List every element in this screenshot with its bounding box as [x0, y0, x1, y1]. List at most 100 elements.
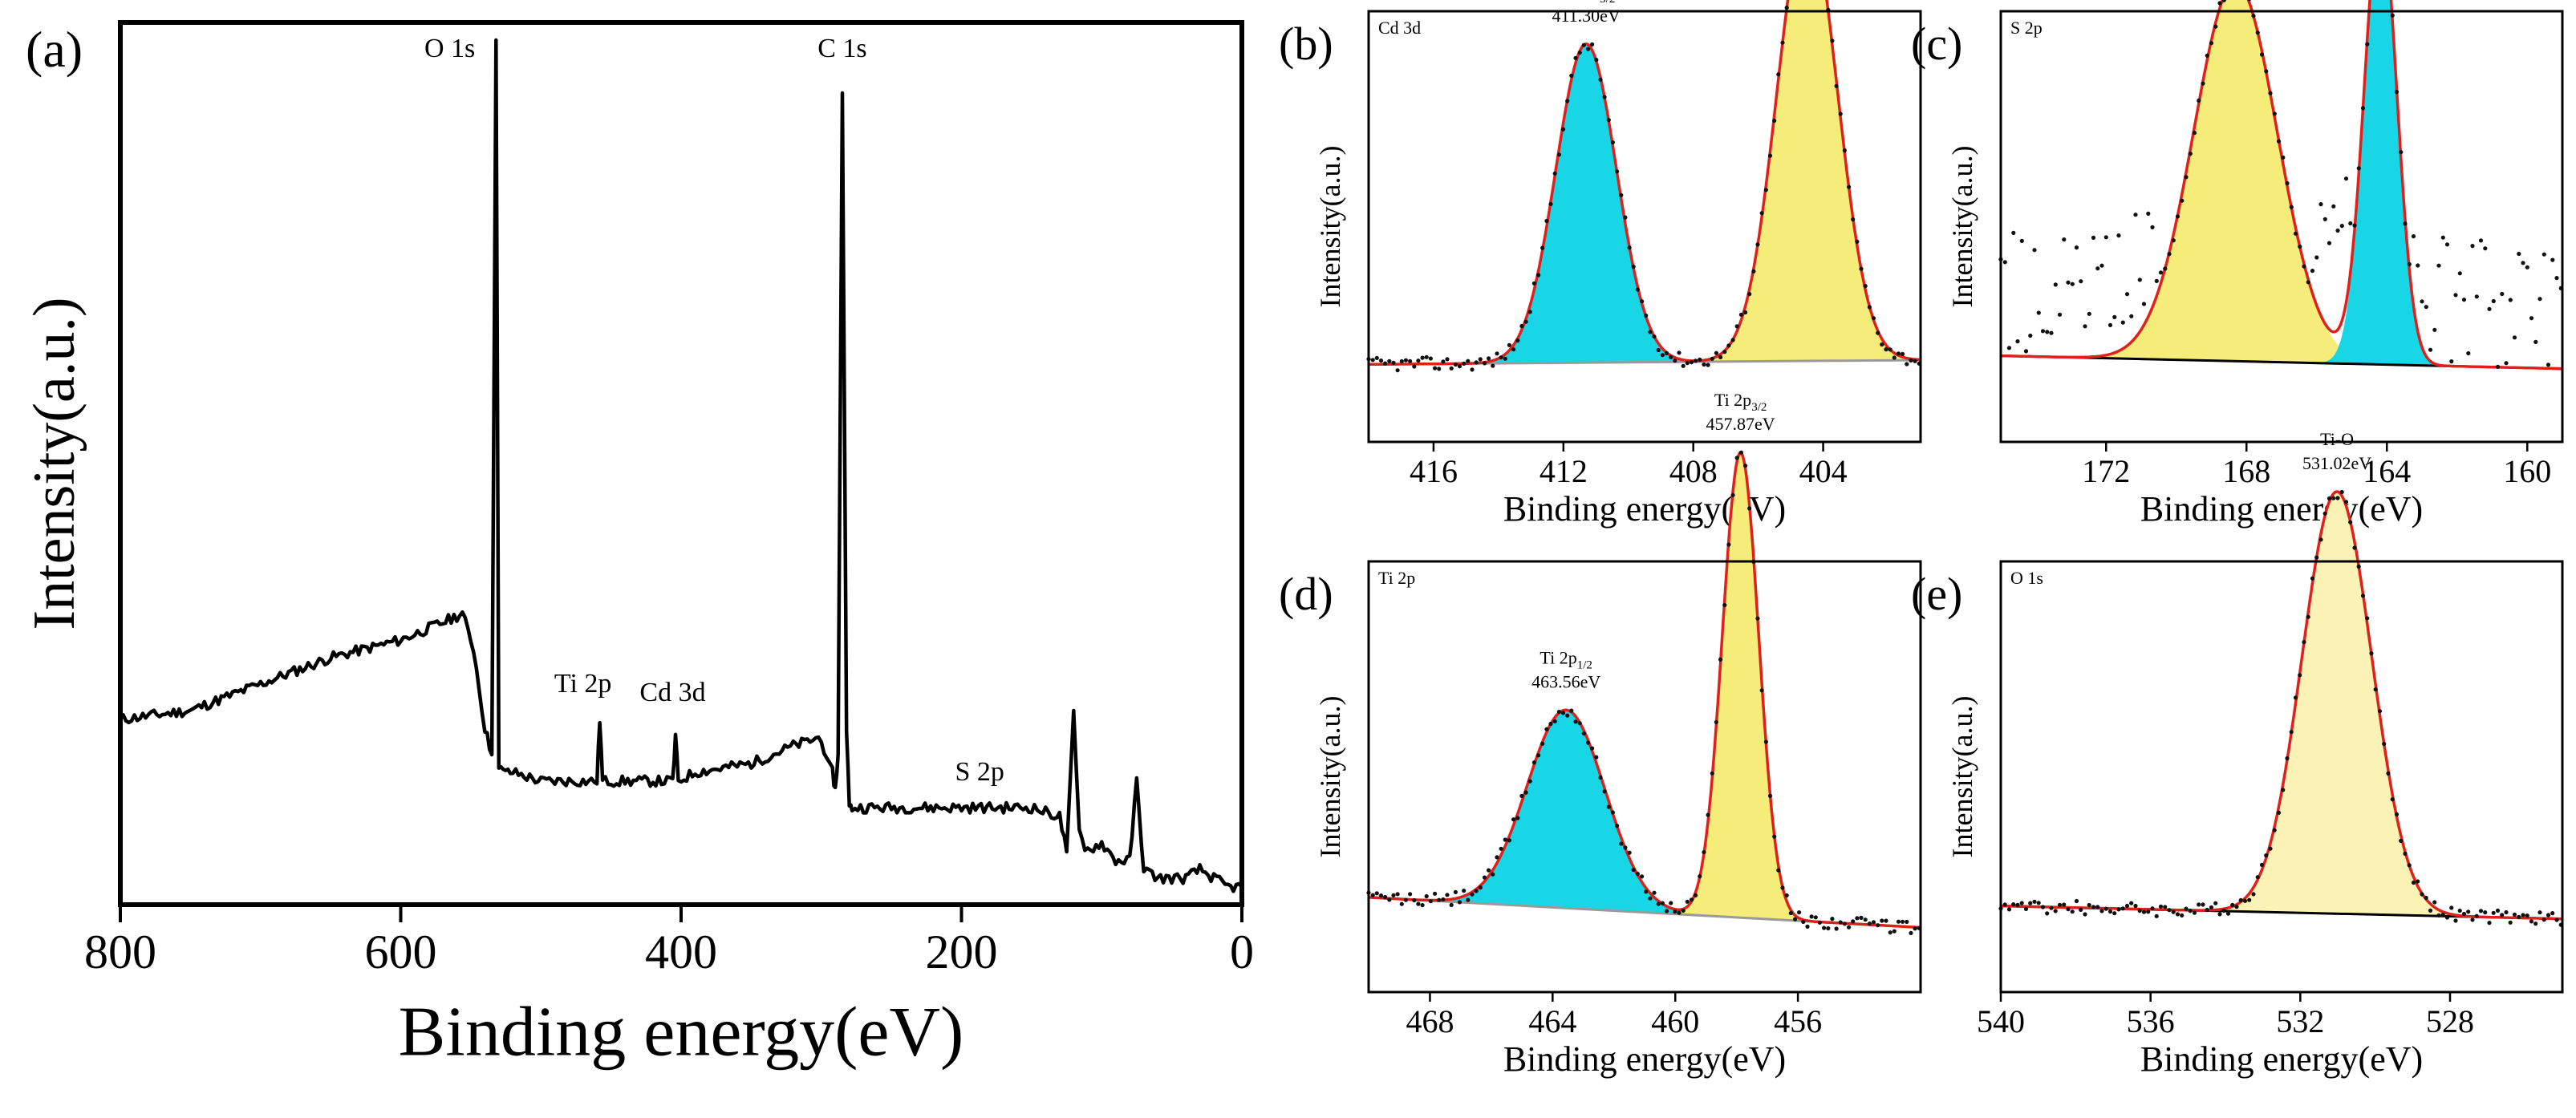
data-point	[2180, 913, 2185, 917]
data-point	[1677, 350, 1681, 355]
data-point	[1847, 925, 1852, 930]
data-point	[1780, 40, 1785, 45]
data-point	[2023, 906, 2029, 911]
data-point	[2247, 897, 2252, 902]
data-point	[1710, 356, 1714, 361]
x-tick-label: 400	[645, 926, 717, 978]
data-point	[2129, 901, 2134, 905]
data-point	[1445, 893, 1450, 897]
data-point	[1863, 284, 1868, 289]
data-point	[1859, 915, 1864, 920]
data-point	[2466, 909, 2471, 914]
data-point	[1495, 351, 1499, 356]
data-point	[1544, 218, 1549, 224]
data-point	[1734, 456, 1739, 460]
x-tick-label: 168	[2222, 453, 2270, 489]
data-point	[2394, 90, 2400, 95]
data-point	[1585, 740, 1591, 745]
data-point	[2120, 906, 2125, 911]
data-point	[2356, 564, 2361, 569]
data-point	[2255, 30, 2260, 35]
data-point	[2201, 81, 2205, 86]
data-point	[2116, 233, 2121, 238]
data-point	[1387, 358, 1392, 363]
data-point	[2213, 24, 2218, 29]
data-point	[2474, 294, 2479, 299]
data-point	[1378, 893, 1384, 898]
data-point	[1437, 367, 1442, 371]
data-point	[2424, 895, 2428, 901]
data-point	[1577, 721, 1582, 726]
x-axis-label: Binding energy(eV)	[2140, 1039, 2423, 1079]
data-point	[2209, 905, 2214, 909]
data-point	[1834, 83, 1839, 88]
data-point	[2023, 349, 2029, 354]
data-point	[1462, 889, 1466, 893]
data-point	[1619, 192, 1624, 197]
data-point	[1585, 47, 1591, 51]
data-point	[1615, 169, 1620, 174]
data-point	[1913, 926, 1917, 931]
peak-label-name: Ti 2p1/2	[1540, 647, 1592, 671]
data-point	[2188, 152, 2193, 156]
data-point	[1780, 885, 1785, 890]
x-axis-label: Binding energy(eV)	[2140, 489, 2423, 529]
data-point	[2449, 905, 2454, 910]
data-point	[1590, 746, 1595, 751]
peak-label-value: 531.02eV	[2302, 453, 2371, 473]
data-point	[2124, 903, 2130, 909]
data-point	[1412, 897, 1417, 903]
data-point	[2057, 902, 2063, 907]
data-point	[2070, 282, 2075, 286]
data-point	[1519, 323, 1524, 329]
data-point	[2339, 224, 2344, 229]
data-point	[1747, 506, 1752, 511]
data-point	[1847, 184, 1852, 189]
data-point	[2550, 911, 2555, 916]
data-point	[2508, 298, 2513, 302]
data-point	[1581, 43, 1586, 47]
data-point	[1826, 926, 1831, 931]
data-point	[2322, 217, 2327, 221]
data-point	[2331, 496, 2336, 500]
data-point	[2491, 298, 2496, 304]
data-point	[1656, 901, 1661, 906]
data-point	[2057, 312, 2063, 317]
data-point	[1548, 721, 1553, 727]
data-point	[2002, 260, 2007, 265]
peak-label-subscript: 3/2	[1600, 0, 1615, 6]
data-point	[2318, 202, 2323, 207]
data-point	[1383, 361, 1388, 366]
data-point	[2015, 339, 2020, 344]
data-point	[2070, 909, 2075, 914]
data-point	[1664, 909, 1669, 913]
data-point	[1905, 362, 1909, 367]
fit-envelope-line	[1368, 451, 1920, 930]
data-point	[2428, 908, 2433, 913]
data-point	[1569, 708, 1574, 713]
data-point	[2171, 238, 2176, 243]
panel-title-c: S 2p	[2010, 18, 2043, 38]
data-point	[2302, 264, 2306, 269]
data-point	[2006, 346, 2012, 350]
data-point	[2411, 234, 2416, 239]
data-point	[2019, 238, 2024, 243]
data-point	[2457, 908, 2462, 913]
data-point	[1581, 731, 1586, 736]
data-point	[2091, 235, 2096, 240]
data-point	[2554, 276, 2559, 281]
data-point	[1644, 889, 1649, 894]
x-tick-label: 536	[2127, 1003, 2175, 1039]
data-point	[1470, 367, 1475, 372]
data-point	[2083, 324, 2087, 329]
data-point	[1466, 358, 1471, 363]
component-peak-2	[2314, 0, 2446, 367]
data-point	[2407, 863, 2412, 868]
data-point	[2504, 909, 2509, 915]
data-point	[2045, 330, 2050, 334]
data-point	[2091, 905, 2096, 909]
data-point	[2546, 913, 2551, 917]
data-point	[2420, 299, 2424, 304]
data-point	[1399, 358, 1404, 364]
